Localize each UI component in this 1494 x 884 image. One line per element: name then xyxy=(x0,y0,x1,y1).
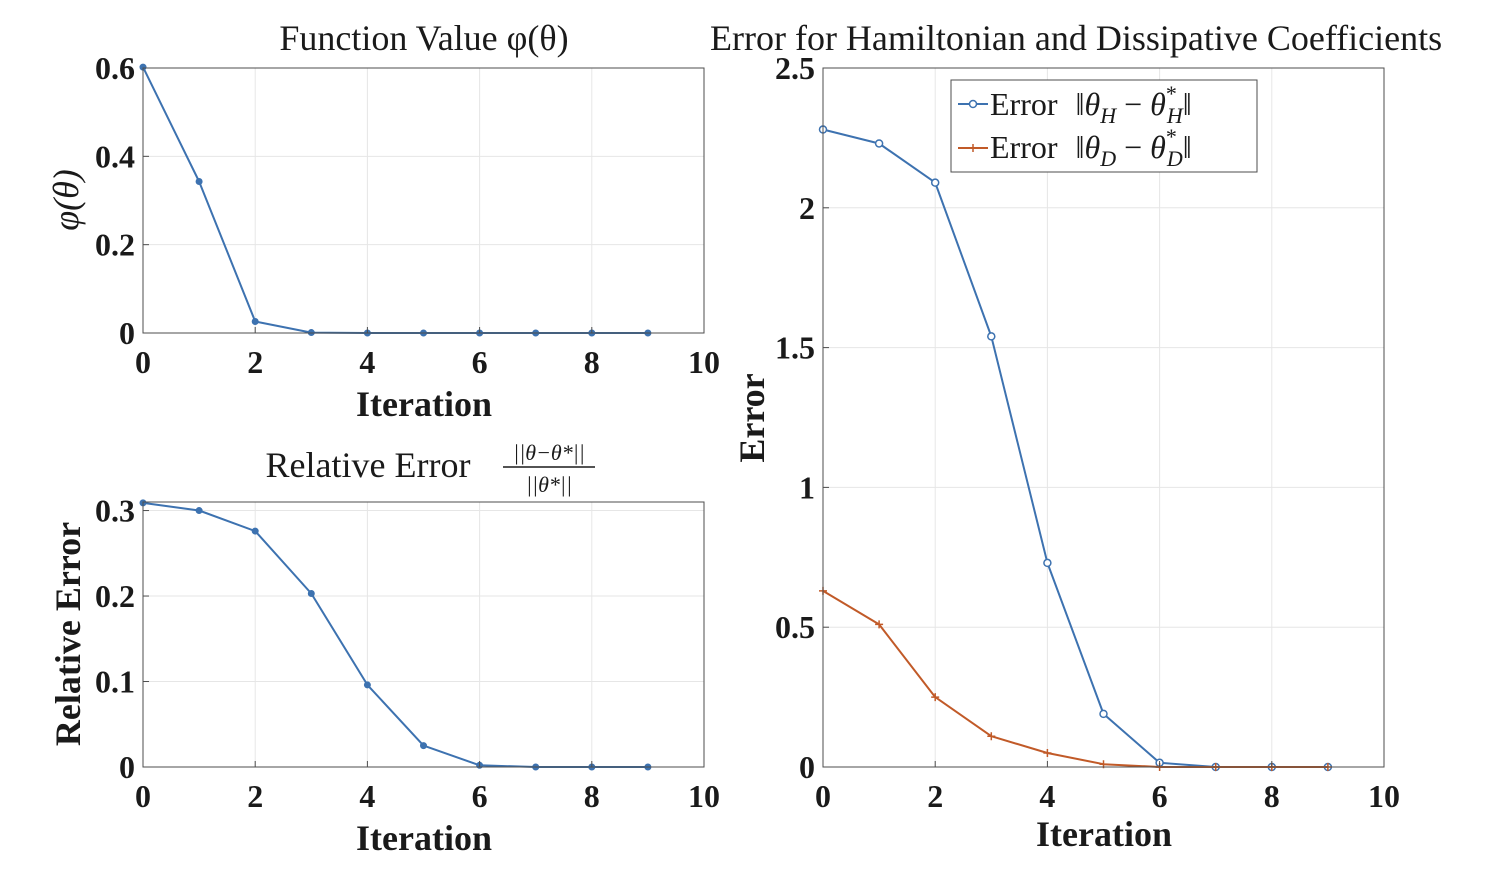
y-axis-label: Error xyxy=(732,373,772,462)
axes-frame xyxy=(142,501,705,768)
y-tick-label: 1.5 xyxy=(775,330,815,366)
y-tick-label: 1 xyxy=(799,469,815,505)
x-tick-label: 2 xyxy=(247,778,263,814)
series-line-1 xyxy=(822,590,1328,768)
x-axis-label: Iteration xyxy=(1036,814,1172,854)
data-point xyxy=(874,139,884,148)
data-point xyxy=(987,332,996,341)
data-point xyxy=(363,681,371,689)
axes-frame xyxy=(142,67,705,334)
x-tick-label: 10 xyxy=(688,344,720,380)
hamiltonian-error-chart: Error for Hamiltonian and Dissipative Co… xyxy=(710,18,1442,854)
x-tick-label: 8 xyxy=(584,344,600,380)
fraction-denominator: ||θ*|| xyxy=(526,472,572,497)
x-tick-label: 10 xyxy=(688,778,720,814)
legend-item-dissipative: Error ‖θD − θ* D‖ xyxy=(958,124,1192,171)
fraction-numerator: ||θ−θ*|| xyxy=(513,440,585,465)
title-fraction: ||θ−θ*|| ||θ*|| xyxy=(503,440,595,497)
legend-swatch-marker xyxy=(968,99,978,109)
x-tick-label: 4 xyxy=(359,778,375,814)
x-axis-label: Iteration xyxy=(356,384,492,424)
legend: Error ‖θH − θ* H‖ Error ‖θD − θ* D‖ xyxy=(950,79,1258,173)
x-tick-label: 2 xyxy=(927,778,943,814)
data-point xyxy=(420,742,427,750)
x-tick-label: 2 xyxy=(247,344,263,380)
x-tick-label: 6 xyxy=(472,344,488,380)
y-tick-label: 0 xyxy=(119,749,135,785)
data-point xyxy=(1043,558,1052,568)
y-axis-label: φ(θ) xyxy=(46,169,86,231)
chart-title: Function Value φ(θ) xyxy=(279,18,568,58)
y-tick-label: 0.6 xyxy=(95,50,135,86)
legend-word: Error xyxy=(990,129,1058,165)
data-point xyxy=(1043,749,1052,758)
chart-title: Relative Error xyxy=(266,445,471,485)
y-tick-label: 0.2 xyxy=(95,578,135,614)
legend-label: Error ‖θH − θ* H‖ xyxy=(990,81,1192,128)
y-tick-label: 0 xyxy=(119,315,135,351)
y-tick-label: 2.5 xyxy=(775,50,815,86)
y-tick-label: 0.1 xyxy=(95,664,135,700)
series-line-0 xyxy=(142,501,648,768)
data-point xyxy=(987,732,996,741)
data-point xyxy=(251,318,259,326)
data-point xyxy=(875,620,884,629)
data-point xyxy=(307,589,315,597)
data-point xyxy=(251,527,259,535)
x-tick-label: 6 xyxy=(472,778,488,814)
data-point xyxy=(1099,709,1108,719)
data-point xyxy=(195,507,203,515)
y-tick-label: 0.3 xyxy=(95,493,135,529)
chart-title: Error for Hamiltonian and Dissipative Co… xyxy=(710,18,1442,58)
series-line-0 xyxy=(142,66,648,334)
y-tick-label: 0.2 xyxy=(95,227,135,263)
y-tick-label: 0 xyxy=(799,749,815,785)
x-tick-label: 0 xyxy=(815,778,831,814)
data-point xyxy=(195,178,203,186)
x-tick-label: 0 xyxy=(135,344,151,380)
series-line-0 xyxy=(822,128,1328,768)
legend-label: Error ‖θD − θ* D‖ xyxy=(990,124,1192,171)
y-tick-label: 0.4 xyxy=(95,138,135,174)
data-point xyxy=(931,693,940,702)
x-tick-label: 10 xyxy=(1368,778,1400,814)
data-point xyxy=(930,178,940,187)
x-axis-label: Iteration xyxy=(356,818,492,858)
x-tick-label: 6 xyxy=(1152,778,1168,814)
legend-swatch-marker xyxy=(969,144,977,152)
axes-frame xyxy=(822,67,1385,768)
y-tick-label: 0.5 xyxy=(775,609,815,645)
x-tick-label: 8 xyxy=(1264,778,1280,814)
x-tick-label: 8 xyxy=(584,778,600,814)
y-axis-label: Relative Error xyxy=(48,522,88,746)
y-tick-label: 2 xyxy=(799,190,815,226)
title-text: Function Value φ(θ) xyxy=(279,18,568,58)
legend-word: Error xyxy=(990,86,1058,122)
legend-item-hamiltonian: Error ‖θH − θ* H‖ xyxy=(958,81,1192,128)
legend-box xyxy=(950,79,1258,173)
relative-error-chart: Relative Error ||θ−θ*|| ||θ*|| 0 2 4 6 8 10 0 0… xyxy=(48,440,720,858)
x-tick-label: 0 xyxy=(135,778,151,814)
x-tick-label: 4 xyxy=(359,344,375,380)
function-value-chart: Function Value φ(θ) 0 2 4 6 8 10 0 0.2 0.4 0.6 It… xyxy=(46,18,720,424)
x-tick-label: 4 xyxy=(1039,778,1055,814)
